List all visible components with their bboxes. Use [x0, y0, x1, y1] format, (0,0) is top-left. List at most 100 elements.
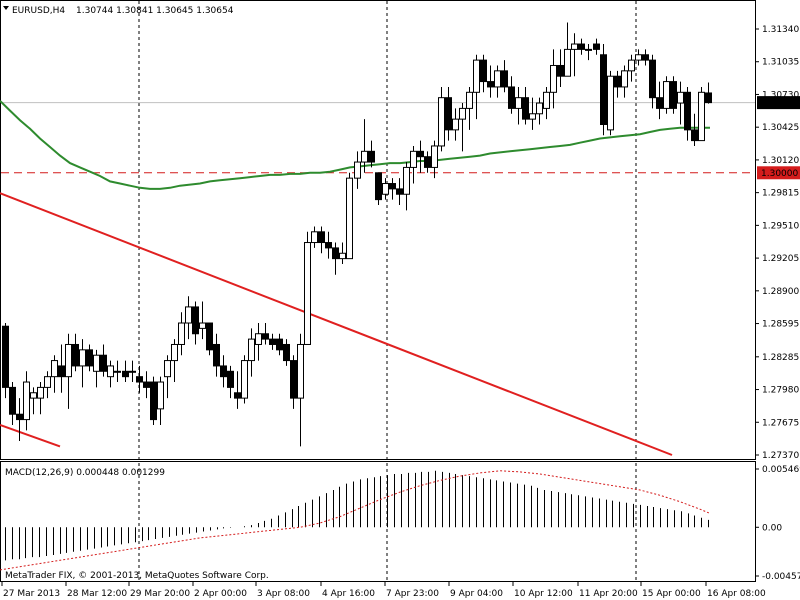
candle: [248, 328, 255, 377]
candle: [114, 360, 121, 383]
time-tick-label: 10 Apr 12:00: [514, 589, 573, 599]
candle: [171, 339, 178, 383]
level-price-tag: 1.30000: [757, 166, 800, 180]
candle: [157, 376, 164, 425]
candle-body: [79, 349, 86, 367]
candle: [642, 49, 649, 66]
candle-body: [227, 370, 234, 388]
price-tick-label: 1.28900: [762, 287, 799, 297]
candle: [515, 86, 522, 125]
candle-body: [607, 75, 614, 131]
dropdown-triangle-icon[interactable]: [3, 6, 9, 10]
price-tick-label: 1.30425: [762, 123, 799, 133]
candle-body: [23, 381, 30, 421]
candle: [16, 398, 23, 442]
candle: [192, 301, 199, 345]
candle: [86, 344, 93, 372]
candle-body: [578, 43, 585, 50]
candle-body: [2, 325, 9, 388]
candle-body: [410, 150, 417, 168]
candle: [438, 86, 445, 152]
candle: [480, 54, 487, 93]
candle-body: [564, 48, 571, 77]
price-tick-label: 1.28595: [762, 320, 799, 330]
candle-body: [670, 81, 677, 109]
candle: [51, 355, 58, 393]
trend-lines[interactable]: [0, 192, 673, 456]
candle-body: [543, 91, 550, 109]
candle-body: [332, 247, 339, 260]
candle: [213, 333, 220, 377]
candle: [635, 49, 642, 66]
candle: [283, 339, 290, 366]
candle: [23, 371, 30, 431]
candle-body: [129, 370, 136, 373]
candle-body: [86, 349, 93, 367]
candle: [522, 86, 529, 125]
candle-body: [642, 54, 649, 61]
candle-body: [396, 188, 403, 195]
candle: [543, 86, 550, 120]
candle: [698, 86, 705, 142]
candle-body: [255, 333, 262, 345]
time-tick-label: 29 Mar 20:00: [130, 589, 190, 599]
trend-line[interactable]: [0, 192, 673, 456]
candle-body: [248, 338, 255, 362]
candle: [382, 178, 389, 200]
candle: [304, 231, 311, 345]
candle-body: [283, 343, 290, 362]
candle-body: [220, 365, 227, 378]
candle: [684, 86, 691, 141]
candle: [628, 54, 635, 82]
candle: [122, 360, 129, 383]
candle-body: [571, 43, 578, 50]
macd-signal-line: [0, 470, 711, 571]
candle-body: [635, 54, 642, 61]
candle: [705, 82, 712, 104]
macd-tick-label: -0.004572: [762, 572, 800, 582]
candle-body: [51, 360, 58, 378]
candle-body: [585, 48, 592, 51]
candle-body: [691, 129, 698, 142]
candle-body: [354, 161, 361, 179]
candle: [185, 296, 192, 340]
candle: [508, 76, 515, 114]
time-tick-label: 3 Apr 08:00: [257, 589, 310, 599]
candle-body: [508, 86, 515, 109]
candle-body: [157, 381, 164, 410]
candle: [607, 70, 614, 136]
candle-body: [473, 59, 480, 93]
candle-body: [171, 343, 178, 362]
candle-body: [122, 370, 129, 378]
time-tick-label: 9 Apr 04:00: [450, 589, 503, 599]
candle-body: [150, 381, 157, 421]
candle-body: [346, 177, 353, 260]
trend-line[interactable]: [0, 424, 61, 448]
candle: [269, 333, 276, 350]
candle: [578, 38, 585, 55]
candle: [65, 333, 72, 409]
candle: [100, 344, 107, 377]
price-tick-label: 1.28285: [762, 353, 799, 363]
candle-body: [698, 91, 705, 142]
price-axis: 1.31340 1.31035 1.30730 1.30425 1.30120 1.298…: [755, 25, 799, 461]
time-tick-label: 11 Apr 20:00: [579, 589, 638, 599]
candle-body: [403, 166, 410, 195]
candle-body: [684, 91, 691, 131]
price-tick-label: 1.29815: [762, 189, 799, 199]
candle: [550, 49, 557, 109]
chart-header: EURUSD,H4 1.30744 1.30841 1.30645 1.3065…: [3, 6, 234, 16]
candle: [417, 140, 424, 173]
candle: [58, 344, 65, 393]
candle: [297, 333, 304, 447]
candle: [501, 60, 508, 93]
candle: [37, 382, 44, 415]
candle: [677, 81, 684, 125]
level-price-value: 1.30000: [761, 169, 798, 179]
candle-body: [143, 381, 150, 388]
candle-body: [628, 59, 635, 72]
candle-body: [311, 231, 318, 244]
candle-body: [389, 183, 396, 190]
candle: [410, 145, 417, 184]
price-tick-label: 1.30730: [762, 90, 799, 100]
